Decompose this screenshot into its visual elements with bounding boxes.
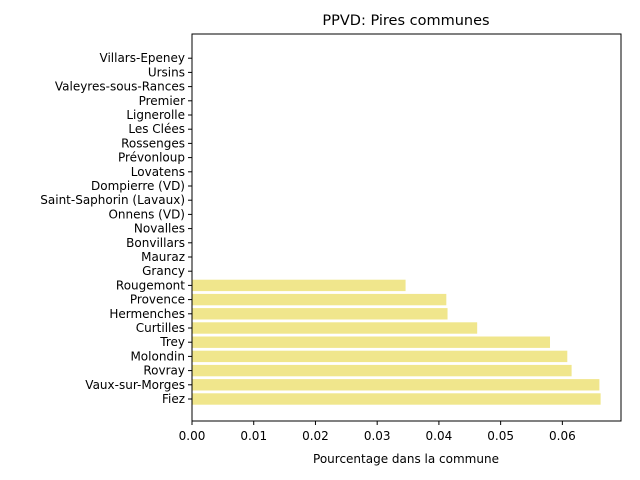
y-tick-label: Valeyres-sous-Rances (55, 80, 185, 94)
y-tick-label: Rossenges (121, 136, 185, 150)
x-tick-label: 0.04 (426, 429, 453, 443)
y-tick-label: Molondin (130, 349, 185, 363)
y-tick-label: Premier (139, 94, 185, 108)
y-tick-label: Rougemont (116, 278, 185, 292)
bar (192, 350, 568, 363)
y-tick-label: Mauraz (141, 250, 185, 264)
y-tick-label: Prévonloup (118, 151, 185, 165)
y-tick-label: Trey (159, 335, 185, 349)
y-tick-labels: FiezVaux-sur-MorgesRovrayMolondinTreyCur… (40, 51, 192, 406)
y-tick-label: Saint-Saphorin (Lavaux) (40, 193, 185, 207)
bar (192, 379, 600, 391)
x-tick-label: 0.00 (179, 429, 206, 443)
y-tick-label: Rovray (143, 364, 185, 378)
x-tick-label: 0.06 (549, 429, 576, 443)
y-tick-label: Curtilles (136, 321, 185, 335)
y-tick-label: Ursins (148, 65, 185, 79)
bar (192, 364, 572, 377)
plot-frame (191, 33, 622, 422)
x-axis-label: Pourcentage dans la commune (313, 452, 499, 466)
bar (192, 336, 551, 348)
y-tick-label: Dompierre (VD) (91, 179, 185, 193)
y-tick-label: Novalles (134, 222, 185, 236)
y-tick-label: Hermenches (109, 307, 185, 321)
bar (192, 393, 601, 405)
y-tick-label: Les Clées (128, 122, 185, 136)
y-tick-label: Grancy (142, 264, 185, 278)
x-tick-label: 0.02 (302, 429, 329, 443)
bar (192, 293, 447, 306)
chart-title: PPVD: Pires communes (322, 13, 489, 29)
x-tick-label: 0.03 (364, 429, 391, 443)
y-tick-label: Vaux-sur-Morges (85, 378, 185, 392)
y-tick-label: Lovatens (131, 165, 185, 179)
bar (192, 279, 406, 292)
bar (192, 322, 478, 334)
y-tick-label: Bonvillars (126, 236, 185, 250)
y-tick-label: Lignerolle (126, 108, 185, 122)
x-tick-label: 0.01 (240, 429, 267, 443)
y-tick-label: Villars-Epeney (100, 51, 186, 65)
bar (192, 308, 448, 320)
x-tick-label: 0.05 (487, 429, 514, 443)
y-tick-label: Onnens (VD) (108, 207, 185, 221)
y-tick-label: Provence (130, 293, 185, 307)
y-tick-label: Fiez (162, 392, 185, 406)
bars-group (192, 279, 601, 405)
x-tick-labels: 0.00 0.01 0.02 0.03 0.04 0.05 0.06 (179, 421, 576, 443)
